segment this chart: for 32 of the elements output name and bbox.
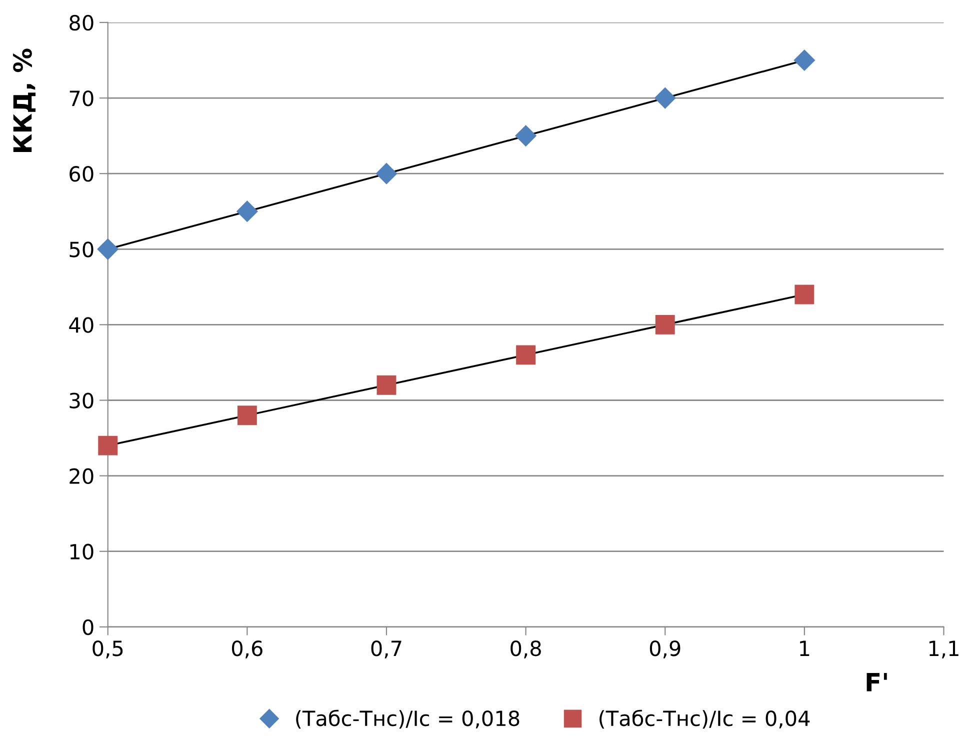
point [654, 88, 676, 109]
x-tick-label: 1 [800, 640, 810, 656]
point [98, 436, 118, 456]
y-tick-label: 70 [70, 90, 94, 106]
x-tick-label: 0,7 [371, 640, 402, 658]
x-tick-label: 0,6 [232, 640, 262, 658]
x-axis-title: F' [866, 673, 887, 692]
point [237, 406, 257, 426]
legend-label: (Табс-Тнс)/Іс = 0,04 [600, 710, 810, 729]
point [794, 284, 814, 304]
point [794, 50, 815, 71]
y-tick-label: 0 [82, 619, 94, 636]
point [376, 163, 397, 184]
y-axis-title: ККД, % [13, 48, 36, 152]
y-tick-label: 20 [70, 468, 94, 484]
point [516, 345, 536, 365]
point [655, 314, 675, 334]
legend-label: (Табс-Тнс)/Іс = 0,018 [296, 710, 520, 729]
point [376, 375, 396, 395]
point [236, 200, 258, 222]
point [97, 238, 118, 260]
point [515, 125, 536, 146]
x-tick-label: 0,5 [92, 640, 123, 658]
x-tick-label: 0,8 [510, 640, 541, 658]
y-tick-label: 60 [70, 166, 94, 182]
y-tick-label: 80 [70, 14, 94, 31]
y-tick-label: 30 [70, 392, 94, 408]
x-tick-label: 1,1 [929, 640, 958, 658]
x-tick-label: 0,9 [650, 640, 680, 658]
y-tick-label: 40 [69, 317, 94, 333]
y-tick-label: 50 [70, 242, 94, 258]
y-tick-label: 10 [70, 544, 94, 560]
